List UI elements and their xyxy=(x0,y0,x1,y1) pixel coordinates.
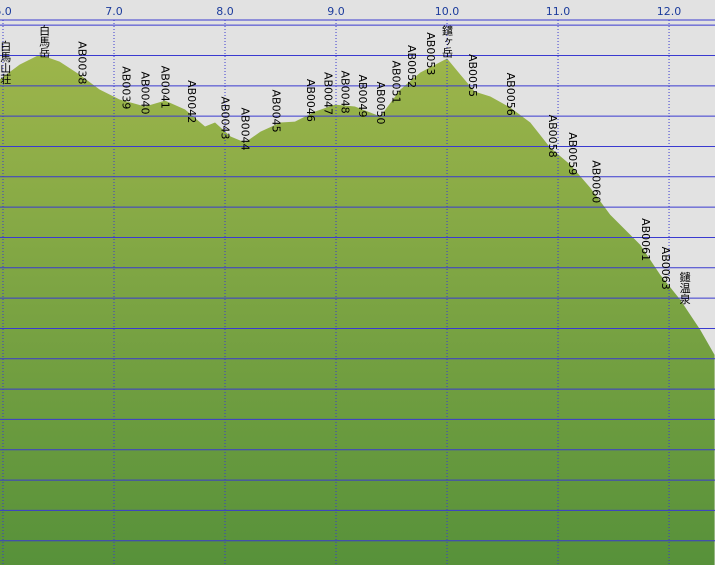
waypoint-label: AB0048 xyxy=(338,71,351,114)
waypoint-label: AB0051 xyxy=(389,60,402,103)
waypoint-label: 白馬山荘 xyxy=(0,39,12,85)
x-tick-label: 6.0 xyxy=(0,5,12,18)
waypoint-label: AB0038 xyxy=(75,41,88,84)
waypoint-label: AB0043 xyxy=(219,96,232,139)
waypoint-label: AB0040 xyxy=(139,71,152,114)
waypoint-label: AB0052 xyxy=(405,45,418,88)
waypoint-label: AB0056 xyxy=(504,73,517,116)
waypoint-label: AB0063 xyxy=(659,247,672,290)
waypoint-label: 鑓温泉 xyxy=(678,270,691,304)
waypoint-label: AB0047 xyxy=(322,72,335,115)
waypoint-label: AB0061 xyxy=(639,218,652,261)
waypoint-label: 白馬岳 xyxy=(38,24,51,58)
waypoint-label: AB0044 xyxy=(238,108,251,151)
waypoint-label: AB0041 xyxy=(159,66,172,109)
waypoint-label: AB0053 xyxy=(424,32,437,75)
waypoint-label: AB0046 xyxy=(304,79,317,122)
x-tick-label: 8.0 xyxy=(216,5,234,18)
x-tick-label: 7.0 xyxy=(105,5,123,18)
waypoint-label: AB0049 xyxy=(356,74,369,117)
waypoint-label: AB0055 xyxy=(466,54,479,97)
x-tick-label: 11.0 xyxy=(546,5,571,18)
x-tick-label: 9.0 xyxy=(327,5,345,18)
waypoint-label: AB0060 xyxy=(589,160,602,203)
profile-area xyxy=(0,54,715,565)
waypoint-label: AB0039 xyxy=(120,66,133,109)
waypoint-label: AB0042 xyxy=(185,80,198,123)
waypoint-label: AB0045 xyxy=(270,90,283,133)
x-tick-label: 12.0 xyxy=(657,5,682,18)
waypoint-label: 鑓ヶ岳 xyxy=(441,24,454,58)
waypoint-label: AB0058 xyxy=(546,115,559,158)
x-tick-label: 10.0 xyxy=(435,5,460,18)
waypoint-label: AB0059 xyxy=(566,132,579,175)
waypoint-label: AB0050 xyxy=(374,81,387,124)
